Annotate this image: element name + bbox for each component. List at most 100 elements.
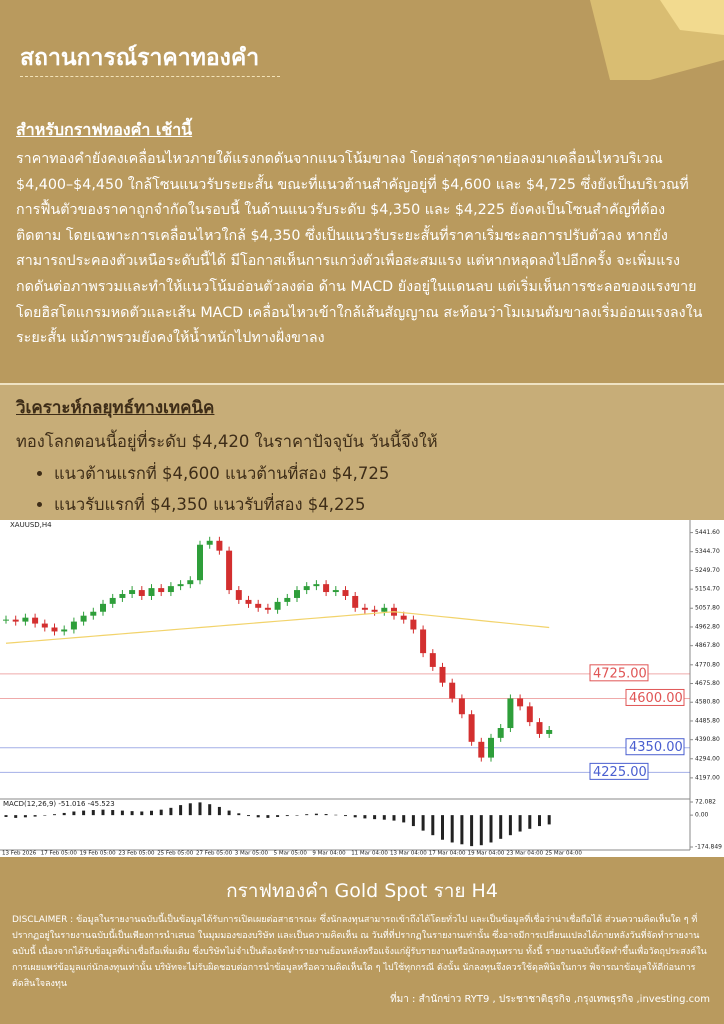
candle-body [517, 698, 524, 707]
macd-bar [518, 815, 522, 832]
macd-bar [43, 815, 47, 816]
macd-bar [538, 815, 541, 827]
candle-body [439, 666, 446, 683]
y-tick-label: 4390.80 [695, 736, 720, 743]
section-title: วิเคราะห์กลยุทธ์ทางเทคนิค [16, 398, 215, 418]
macd-bar [217, 806, 221, 816]
macd-bar [460, 815, 464, 845]
macd-bar [411, 815, 415, 827]
macd-bar [237, 813, 241, 816]
highlight-band [0, 383, 724, 522]
macd-bar [227, 810, 231, 816]
candle-body [167, 586, 174, 593]
macd-bar [188, 803, 192, 816]
candle-body [148, 588, 155, 596]
candle-body [61, 629, 68, 632]
macd-bar [179, 805, 183, 816]
y-tick-label: 72.082 [695, 799, 716, 806]
macd-bar [508, 815, 512, 836]
x-tick-label: 19 Feb 05:00 [80, 851, 117, 857]
macd-bar [547, 815, 551, 825]
candle-body [536, 722, 543, 734]
macd-bar [392, 815, 396, 821]
candle-body [22, 617, 29, 622]
macd-bar [4, 815, 8, 817]
candle-body [458, 698, 465, 715]
candle-body [323, 584, 330, 593]
macd-bar [295, 815, 299, 816]
disclaimer: DISCLAIMER : ข้อมูลในรายงานฉบับนี้เป็นข้… [12, 915, 707, 989]
x-tick-label: 13 Feb 2026 [2, 851, 37, 857]
macd-bar [169, 807, 173, 816]
macd-bar [450, 815, 454, 843]
macd-bar [334, 814, 338, 816]
candle-body [400, 615, 407, 620]
candle-body [206, 540, 213, 545]
macd-bar [111, 810, 115, 816]
macd-bar [33, 815, 37, 817]
candle-body [284, 597, 291, 602]
section-intro: ทองโลกตอนนี้อยู่ที่ระดับ $4,420 ในราคาปั… [16, 432, 438, 451]
macd-bar [528, 815, 532, 829]
bullet: แนวต้านแรกที่ $4,600 แนวต้านที่สอง $4,72… [54, 458, 389, 489]
candle-body [197, 544, 203, 581]
x-tick-label: 27 Feb 05:00 [196, 851, 233, 857]
candle-body [526, 706, 533, 723]
candle-body [352, 595, 359, 608]
x-tick-label: 3 Mar 05:00 [235, 851, 269, 857]
x-tick-label: 23 Feb 05:00 [118, 851, 155, 857]
candle-body [449, 682, 456, 699]
macd-bar [266, 815, 270, 818]
candle-body [429, 653, 436, 667]
y-tick-label: 4485.80 [695, 717, 720, 724]
macd-bar [499, 815, 503, 839]
ma-line [5, 611, 550, 644]
level-label: 4225.00 [593, 765, 647, 780]
y-tick-label: 5154.70 [695, 586, 720, 593]
macd-bar [470, 815, 474, 847]
x-tick-label: 17 Mar 04:00 [429, 851, 466, 857]
macd-bar [441, 815, 444, 840]
x-tick-label: 25 Feb 05:00 [157, 851, 194, 857]
x-tick-label: 17 Feb 05:00 [41, 851, 78, 857]
macd-bar [256, 815, 260, 818]
x-tick-label: 19 Mar 04:00 [468, 851, 505, 857]
section-body: ราคาทองคำยังคงเคลื่อนไหวภายใต้แรงกดดันจา… [16, 151, 703, 347]
x-tick-label: 25 Mar 04:00 [545, 851, 582, 857]
y-tick-label: 4580.80 [695, 699, 720, 706]
candle-body [90, 611, 97, 616]
macd-bar [285, 815, 289, 817]
candle-body [303, 586, 310, 591]
candle-body [226, 550, 233, 591]
macd-bar [62, 812, 66, 816]
candle-body [80, 615, 87, 622]
level-label: 4725.00 [593, 666, 647, 681]
candle-body [381, 607, 388, 612]
level-box [589, 664, 649, 682]
candle-body [100, 603, 106, 612]
level-label: 4350.00 [629, 740, 683, 755]
candle-body [129, 590, 136, 595]
y-tick-label: 0.00 [695, 812, 709, 819]
chart: XAUUSD,H4 MACD(12,26,9) -51.016 -45.523 … [0, 520, 724, 857]
y-tick-label: 5441.60 [695, 529, 720, 536]
macd-bar [101, 809, 105, 816]
candle-body [70, 621, 77, 630]
candle-body [313, 584, 320, 587]
macd-bar [14, 815, 18, 818]
candle-body [51, 627, 58, 632]
macd-bar [363, 815, 367, 819]
candle-body [546, 729, 553, 734]
macd-bar [120, 810, 124, 816]
candle-body [264, 607, 271, 610]
macd-bar [353, 815, 357, 818]
macd-bar [324, 814, 328, 816]
decoration [590, 0, 724, 80]
macd-bar [140, 811, 144, 816]
level-label: 4600.00 [629, 691, 683, 706]
candle-body [497, 728, 504, 738]
y-tick-label: 5057.80 [695, 605, 720, 612]
candle-body [371, 609, 378, 612]
macd-bar [198, 802, 202, 816]
x-tick-label: 9 Mar 04:00 [312, 851, 346, 857]
